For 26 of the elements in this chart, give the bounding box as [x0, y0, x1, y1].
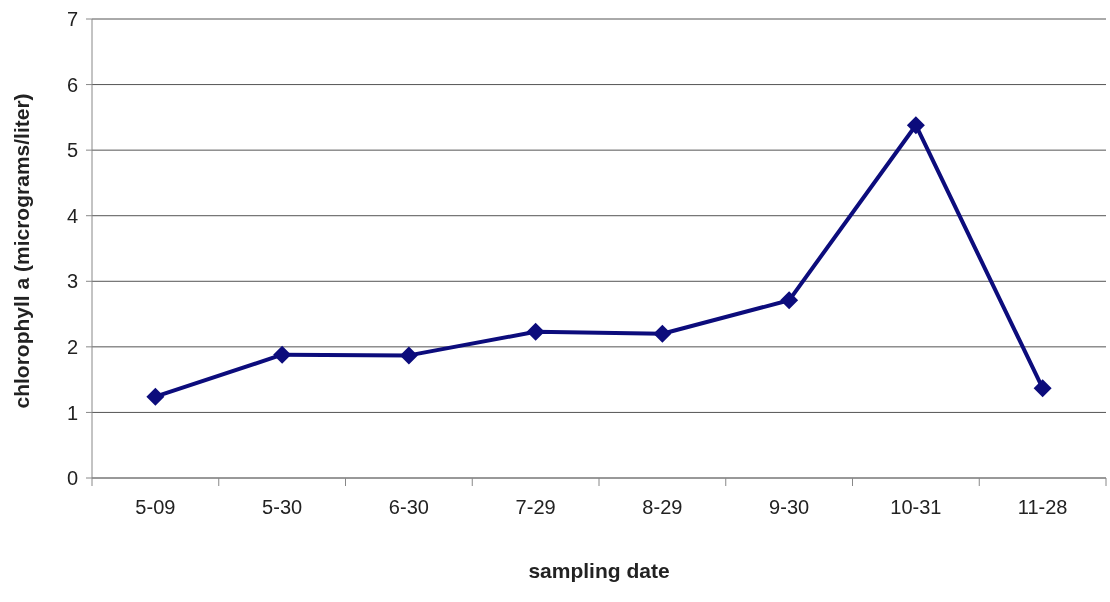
x-tick-label: 9-30 [769, 496, 810, 518]
y-axis-title: chlorophyll a (micrograms/liter) [10, 93, 34, 409]
point [526, 322, 545, 341]
x-axis-title: sampling date [528, 559, 670, 582]
point [906, 116, 925, 135]
point [1033, 379, 1052, 398]
x-tick-label: 11-28 [1017, 496, 1068, 518]
y-tick-label: 1 [66, 401, 78, 424]
y-tick-label: 0 [66, 467, 78, 490]
y-tick-label: 6 [66, 73, 78, 96]
x-tick-label: 10-31 [890, 496, 942, 518]
x-tick-label: 5-09 [135, 496, 176, 518]
x-tick-label: 5-30 [262, 496, 303, 518]
y-tick-label: 5 [66, 139, 78, 162]
y-tick-label: 3 [66, 270, 78, 293]
point [653, 324, 672, 343]
x-tick-label: 6-30 [388, 496, 429, 518]
x-tick-label: 8-29 [642, 496, 683, 518]
point [780, 291, 799, 310]
point [146, 387, 165, 406]
y-tick-label: 2 [66, 335, 78, 358]
y-tick-label: 7 [66, 8, 78, 31]
point [273, 345, 292, 364]
point [399, 346, 418, 365]
x-tick-label: 7-29 [515, 496, 556, 518]
y-tick-label: 4 [66, 204, 78, 227]
